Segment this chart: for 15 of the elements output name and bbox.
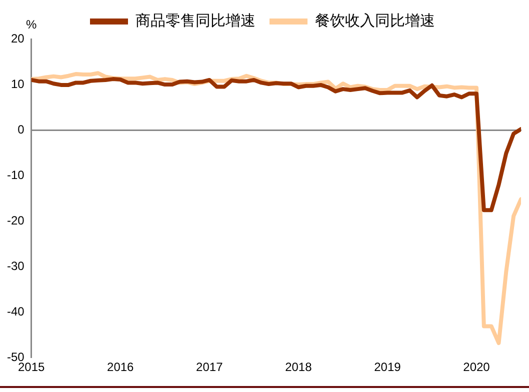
y-axis-title: % [26,17,38,32]
legend-label: 餐饮收入同比增速 [315,11,435,30]
y-tick-label: -10 [7,168,25,182]
x-tick-label: 2016 [107,360,134,374]
y-tick-label: 0 [18,122,25,136]
y-tick-label: -20 [7,213,25,228]
x-tick-label: 2020 [463,360,490,374]
x-tick-label: 2019 [374,360,402,374]
y-tick-label: 20 [10,31,25,46]
y-tick-label: -30 [7,258,25,273]
x-tick-label: 2018 [285,360,312,374]
x-tick-label: 2017 [196,360,224,374]
y-tick-label: -40 [7,304,25,318]
y-tick-label: 10 [10,76,25,91]
legend-label: 商品零售同比增速 [136,11,256,30]
